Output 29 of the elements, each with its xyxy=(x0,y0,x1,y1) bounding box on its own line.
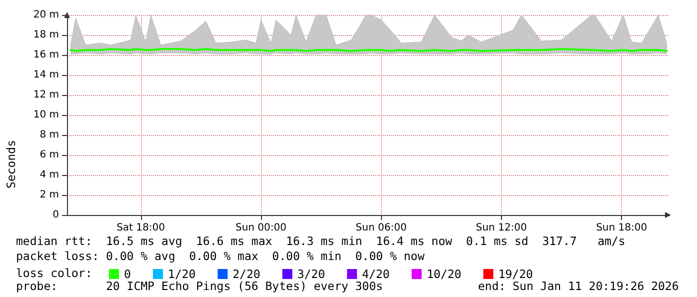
legend-label: 4/20 xyxy=(362,267,390,281)
y-tick-label: 18 m xyxy=(33,30,59,40)
legend-title: loss color: xyxy=(16,266,92,280)
y-tick-label: 6 m xyxy=(40,150,59,160)
x-tick-label: Sun 18:00 xyxy=(596,222,648,234)
x-tick-label: Sat 18:00 xyxy=(116,222,165,234)
y-axis-title: Seconds xyxy=(4,140,18,188)
y-tick-label: 8 m xyxy=(40,130,59,140)
text: probe: 20 ICMP Echo Pings (56 Bytes) every 300s xyxy=(16,279,383,293)
legend-label: 0 xyxy=(124,267,131,281)
x-tick-label: Sun 12:00 xyxy=(476,222,527,234)
legend-label: 2/20 xyxy=(232,267,260,281)
y-tick-label: 12 m xyxy=(33,90,59,100)
y-tick-label: 14 m xyxy=(33,70,59,80)
y-tick-label: 16 m xyxy=(33,50,59,60)
text: median rtt: 16.5 ms avg 16.6 ms max 16.3 ms min 16.4 ms now 0.1 ms sd 317.7 am/s xyxy=(16,234,626,248)
y-tick-label: 2 m xyxy=(40,190,59,200)
legend-label: 19/20 xyxy=(498,267,534,281)
text: packet loss: 0.00 % avg 0.00 % max 0.00 % min 0.00 % now xyxy=(16,249,425,263)
x-tick-label: Sun 00:00 xyxy=(235,222,287,234)
legend-label: 1/20 xyxy=(168,267,196,281)
y-tick-label: 20 m xyxy=(33,10,59,20)
legend-label: 3/20 xyxy=(297,267,326,281)
y-tick-label: 0 xyxy=(52,210,59,220)
y-tick-label: 4 m xyxy=(40,170,59,180)
x-tick-label: Sun 06:00 xyxy=(356,222,407,234)
text: end: Sun Jan 11 20:19:26 2026 xyxy=(478,279,679,293)
legend-label: 10/20 xyxy=(426,267,462,281)
y-tick-label: 10 m xyxy=(33,110,59,120)
